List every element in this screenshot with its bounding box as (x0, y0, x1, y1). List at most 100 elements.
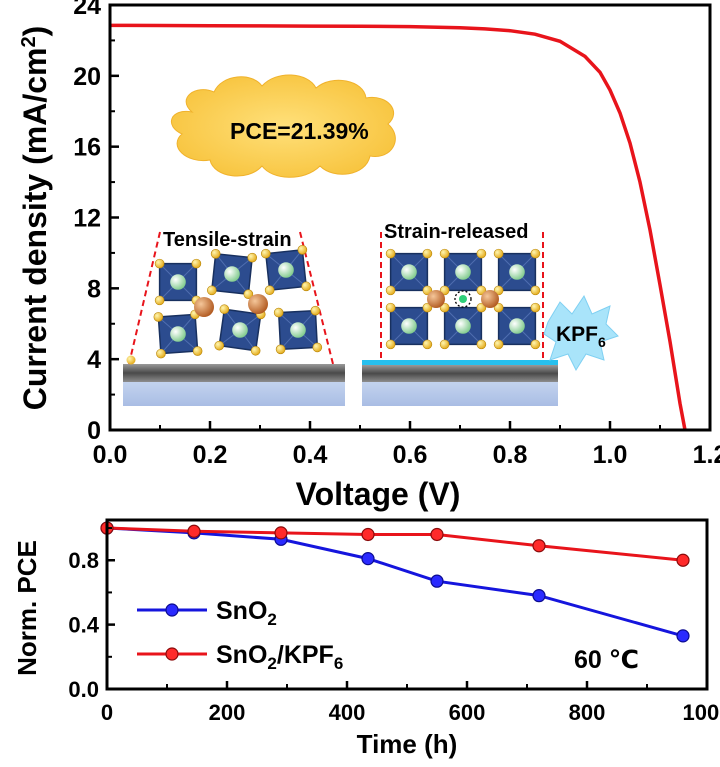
jv-chart: Tensile-strain Strain-released KPF6 PCE=… (17, 0, 720, 512)
a-site-atom (427, 290, 445, 308)
y-tick-label: 0 (87, 417, 101, 445)
b-site-atom (278, 262, 294, 278)
y-axis-label: Current density (mA/cm2) (17, 26, 53, 411)
x-tick-label: 0.8 (493, 441, 528, 469)
x-site-atom (530, 248, 541, 259)
y-tick-label: 24 (73, 0, 101, 20)
x-site-atom (439, 339, 450, 350)
x-site-atom (275, 344, 286, 355)
x-site-atom (476, 339, 487, 350)
x-ticks: 0.0 0.2 0.4 0.6 0.8 1.0 1.2 (93, 421, 720, 469)
x-tick-label: 600 (449, 700, 486, 725)
x-site-atom (247, 252, 258, 263)
strain-released-label: Strain-released (384, 221, 529, 243)
x-site-atom (530, 285, 541, 296)
b-site-atom (455, 264, 471, 280)
a-site-atom (248, 294, 268, 314)
y-tick-label: 0.4 (68, 613, 99, 638)
data-point (532, 589, 546, 603)
b-site-atom (455, 318, 471, 334)
x-site-atom (312, 342, 323, 353)
data-point (676, 629, 690, 643)
legend: SnO2 SnO2/KPF6 (137, 597, 343, 673)
substrate-layer (123, 364, 345, 382)
x-tick-label: 0.6 (393, 441, 428, 469)
x-site-atom (476, 302, 487, 313)
x-tick-label: 0.4 (293, 441, 328, 469)
data-point (430, 574, 444, 588)
x-tick-label: 1.0 (593, 441, 628, 469)
x-axis-label: Voltage (V) (296, 476, 461, 512)
x-site-atom (310, 305, 321, 316)
b-site-atom (224, 266, 240, 282)
substrate-layer-right (362, 365, 558, 382)
y-tick-label: 12 (73, 205, 101, 233)
x-site-atom (530, 339, 541, 350)
a-site-atom (481, 290, 499, 308)
data-point (532, 539, 546, 553)
x-site-atom (439, 248, 450, 259)
x-tick-label: 0.0 (93, 441, 128, 469)
x-site-atom (154, 295, 165, 306)
tensile-strain-label: Tensile-strain (163, 229, 292, 251)
jv-curve (110, 23, 687, 430)
data-point (187, 524, 201, 538)
x-site-atom (250, 345, 261, 356)
glass-layer-right (362, 382, 558, 406)
legend-sno2: SnO2 (216, 597, 277, 629)
b-site-atom (509, 264, 525, 280)
x-site-atom (422, 248, 433, 259)
y-tick-label: 20 (73, 63, 101, 91)
kpf-interlayer (362, 360, 558, 365)
y-ticks-bottom: 0.0 0.4 0.8 (68, 527, 115, 702)
x-site-atom (385, 339, 396, 350)
k-ion (459, 295, 467, 303)
vacancy-marker (454, 290, 472, 308)
x-site-atom (439, 302, 450, 313)
pce-value: PCE=21.39% (230, 118, 369, 144)
x-tick-label: 200 (209, 700, 246, 725)
x-site-atom (422, 285, 433, 296)
x-site-atom (154, 258, 165, 269)
strain-released-inset: Strain-released (362, 221, 558, 406)
x-site-atom (219, 304, 230, 315)
x-site-atom (156, 348, 166, 359)
data-point (676, 553, 690, 567)
x-site-atom (214, 340, 225, 351)
x-site-atom (301, 281, 312, 292)
x-site-atom (260, 248, 271, 259)
stability-series (100, 521, 690, 643)
y-tick-label: 4 (87, 346, 101, 374)
x-site-atom (422, 339, 433, 350)
x-site-atom (264, 285, 275, 296)
x-site-atom (493, 285, 504, 296)
x-site-atom (385, 302, 396, 313)
octahedra-right (385, 248, 541, 350)
b-site-atom (509, 318, 525, 334)
x-tick-label: 0.2 (193, 441, 228, 469)
data-point (274, 526, 288, 540)
x-tick-label: 1.2 (693, 441, 720, 469)
a-site-atom (194, 297, 214, 317)
x-site-atom (191, 258, 202, 269)
octahedra-left (126, 244, 323, 365)
kpf6-label: KPF6 (556, 323, 606, 350)
x-tick-label: 800 (569, 700, 606, 725)
pce-cloud: PCE=21.39% (170, 74, 396, 178)
y-tick-label: 0.0 (68, 677, 99, 702)
glass-layer (123, 382, 345, 406)
b-site-atom (170, 274, 186, 290)
x-site-atom (126, 355, 136, 365)
data-point (361, 527, 375, 542)
series-line-0 (106, 526, 684, 638)
y-tick-label: 8 (87, 275, 101, 303)
y-tick-label: 0.8 (68, 548, 99, 573)
b-site-atom (170, 326, 186, 342)
y-ticks: 0 4 8 12 16 20 24 (73, 0, 119, 445)
x-tick-label: 0 (101, 700, 113, 725)
x-site-atom (153, 312, 164, 322)
